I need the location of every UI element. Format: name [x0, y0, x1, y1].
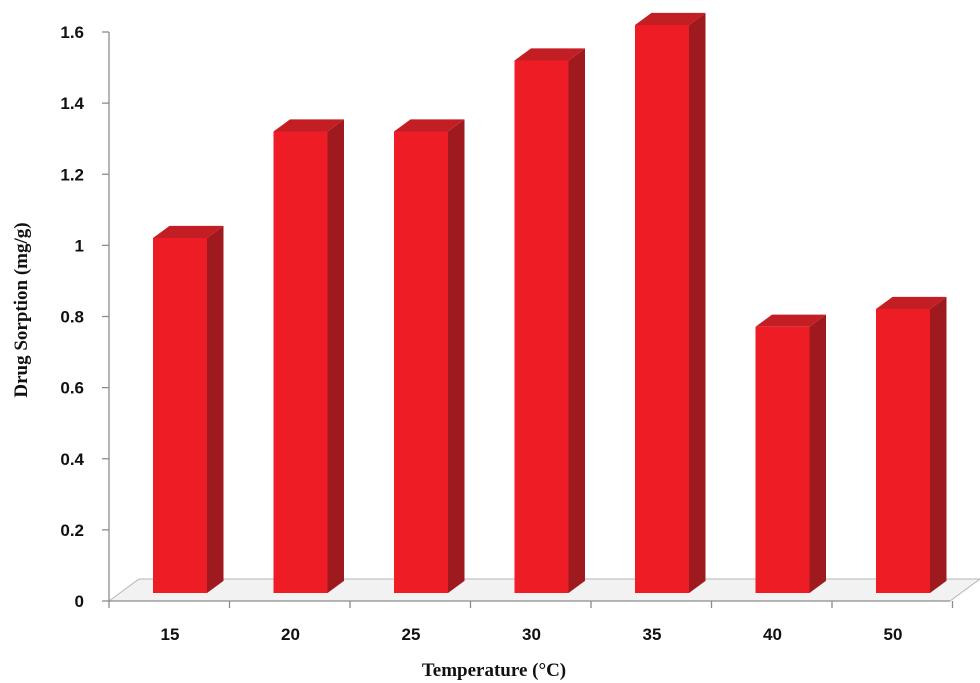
- bar-front: [876, 309, 930, 593]
- bar-top: [755, 314, 826, 327]
- bar-40: [755, 314, 826, 593]
- x-tick-label: 15: [161, 625, 180, 644]
- y-tick-label: 0.6: [60, 379, 84, 398]
- y-axis-title: Drug Sorption (mg/g): [11, 222, 32, 397]
- y-tick-label: 0.2: [60, 521, 84, 540]
- bar-side: [207, 225, 224, 593]
- bar-front: [394, 131, 448, 593]
- bar-side: [448, 119, 465, 594]
- bar-25: [394, 119, 465, 594]
- bar-35: [635, 12, 706, 593]
- bar-front: [635, 25, 689, 593]
- bar-side: [930, 296, 947, 593]
- y-tick-label: 1.4: [60, 94, 84, 113]
- bar-front: [514, 60, 569, 593]
- bar-15: [153, 225, 224, 593]
- bar-top: [876, 296, 947, 309]
- y-tick-label: 0.4: [60, 450, 84, 469]
- x-tick-labels: 15 20 25 30 35 40 50: [161, 625, 903, 644]
- bar-front: [153, 238, 207, 593]
- bar-20: [273, 119, 344, 594]
- bar-side: [327, 119, 344, 594]
- bar-side: [568, 48, 585, 593]
- y-tick-label: 1.2: [60, 165, 84, 184]
- y-tick-label: 1: [75, 236, 84, 255]
- bar-front: [273, 131, 328, 593]
- y-tick-label: 0.8: [60, 308, 84, 327]
- axes: [102, 31, 954, 608]
- bar-front: [755, 326, 810, 593]
- bar-50: [876, 296, 947, 593]
- bar-side: [809, 314, 826, 593]
- bar-top: [153, 225, 224, 238]
- bar-top: [514, 48, 585, 61]
- x-tick-label: 25: [402, 625, 421, 644]
- bar-30: [514, 48, 585, 593]
- x-tick-label: 50: [884, 625, 903, 644]
- x-tick-label: 35: [643, 625, 662, 644]
- y-tick-label: 0: [75, 592, 84, 611]
- x-axis-title: Temperature (°C): [422, 660, 566, 681]
- bar-side: [689, 12, 706, 593]
- bar-top: [635, 12, 706, 25]
- y-tick-labels: 0 0.2 0.4 0.6 0.8 1 1.2 1.4 1.6: [60, 23, 84, 611]
- bar-top: [394, 119, 465, 132]
- x-tick-label: 20: [281, 625, 300, 644]
- x-tick-label: 30: [522, 625, 541, 644]
- x-tick-label: 40: [763, 625, 782, 644]
- bars: [153, 12, 947, 594]
- bar-top: [273, 119, 344, 132]
- y-tick-label: 1.6: [60, 23, 84, 42]
